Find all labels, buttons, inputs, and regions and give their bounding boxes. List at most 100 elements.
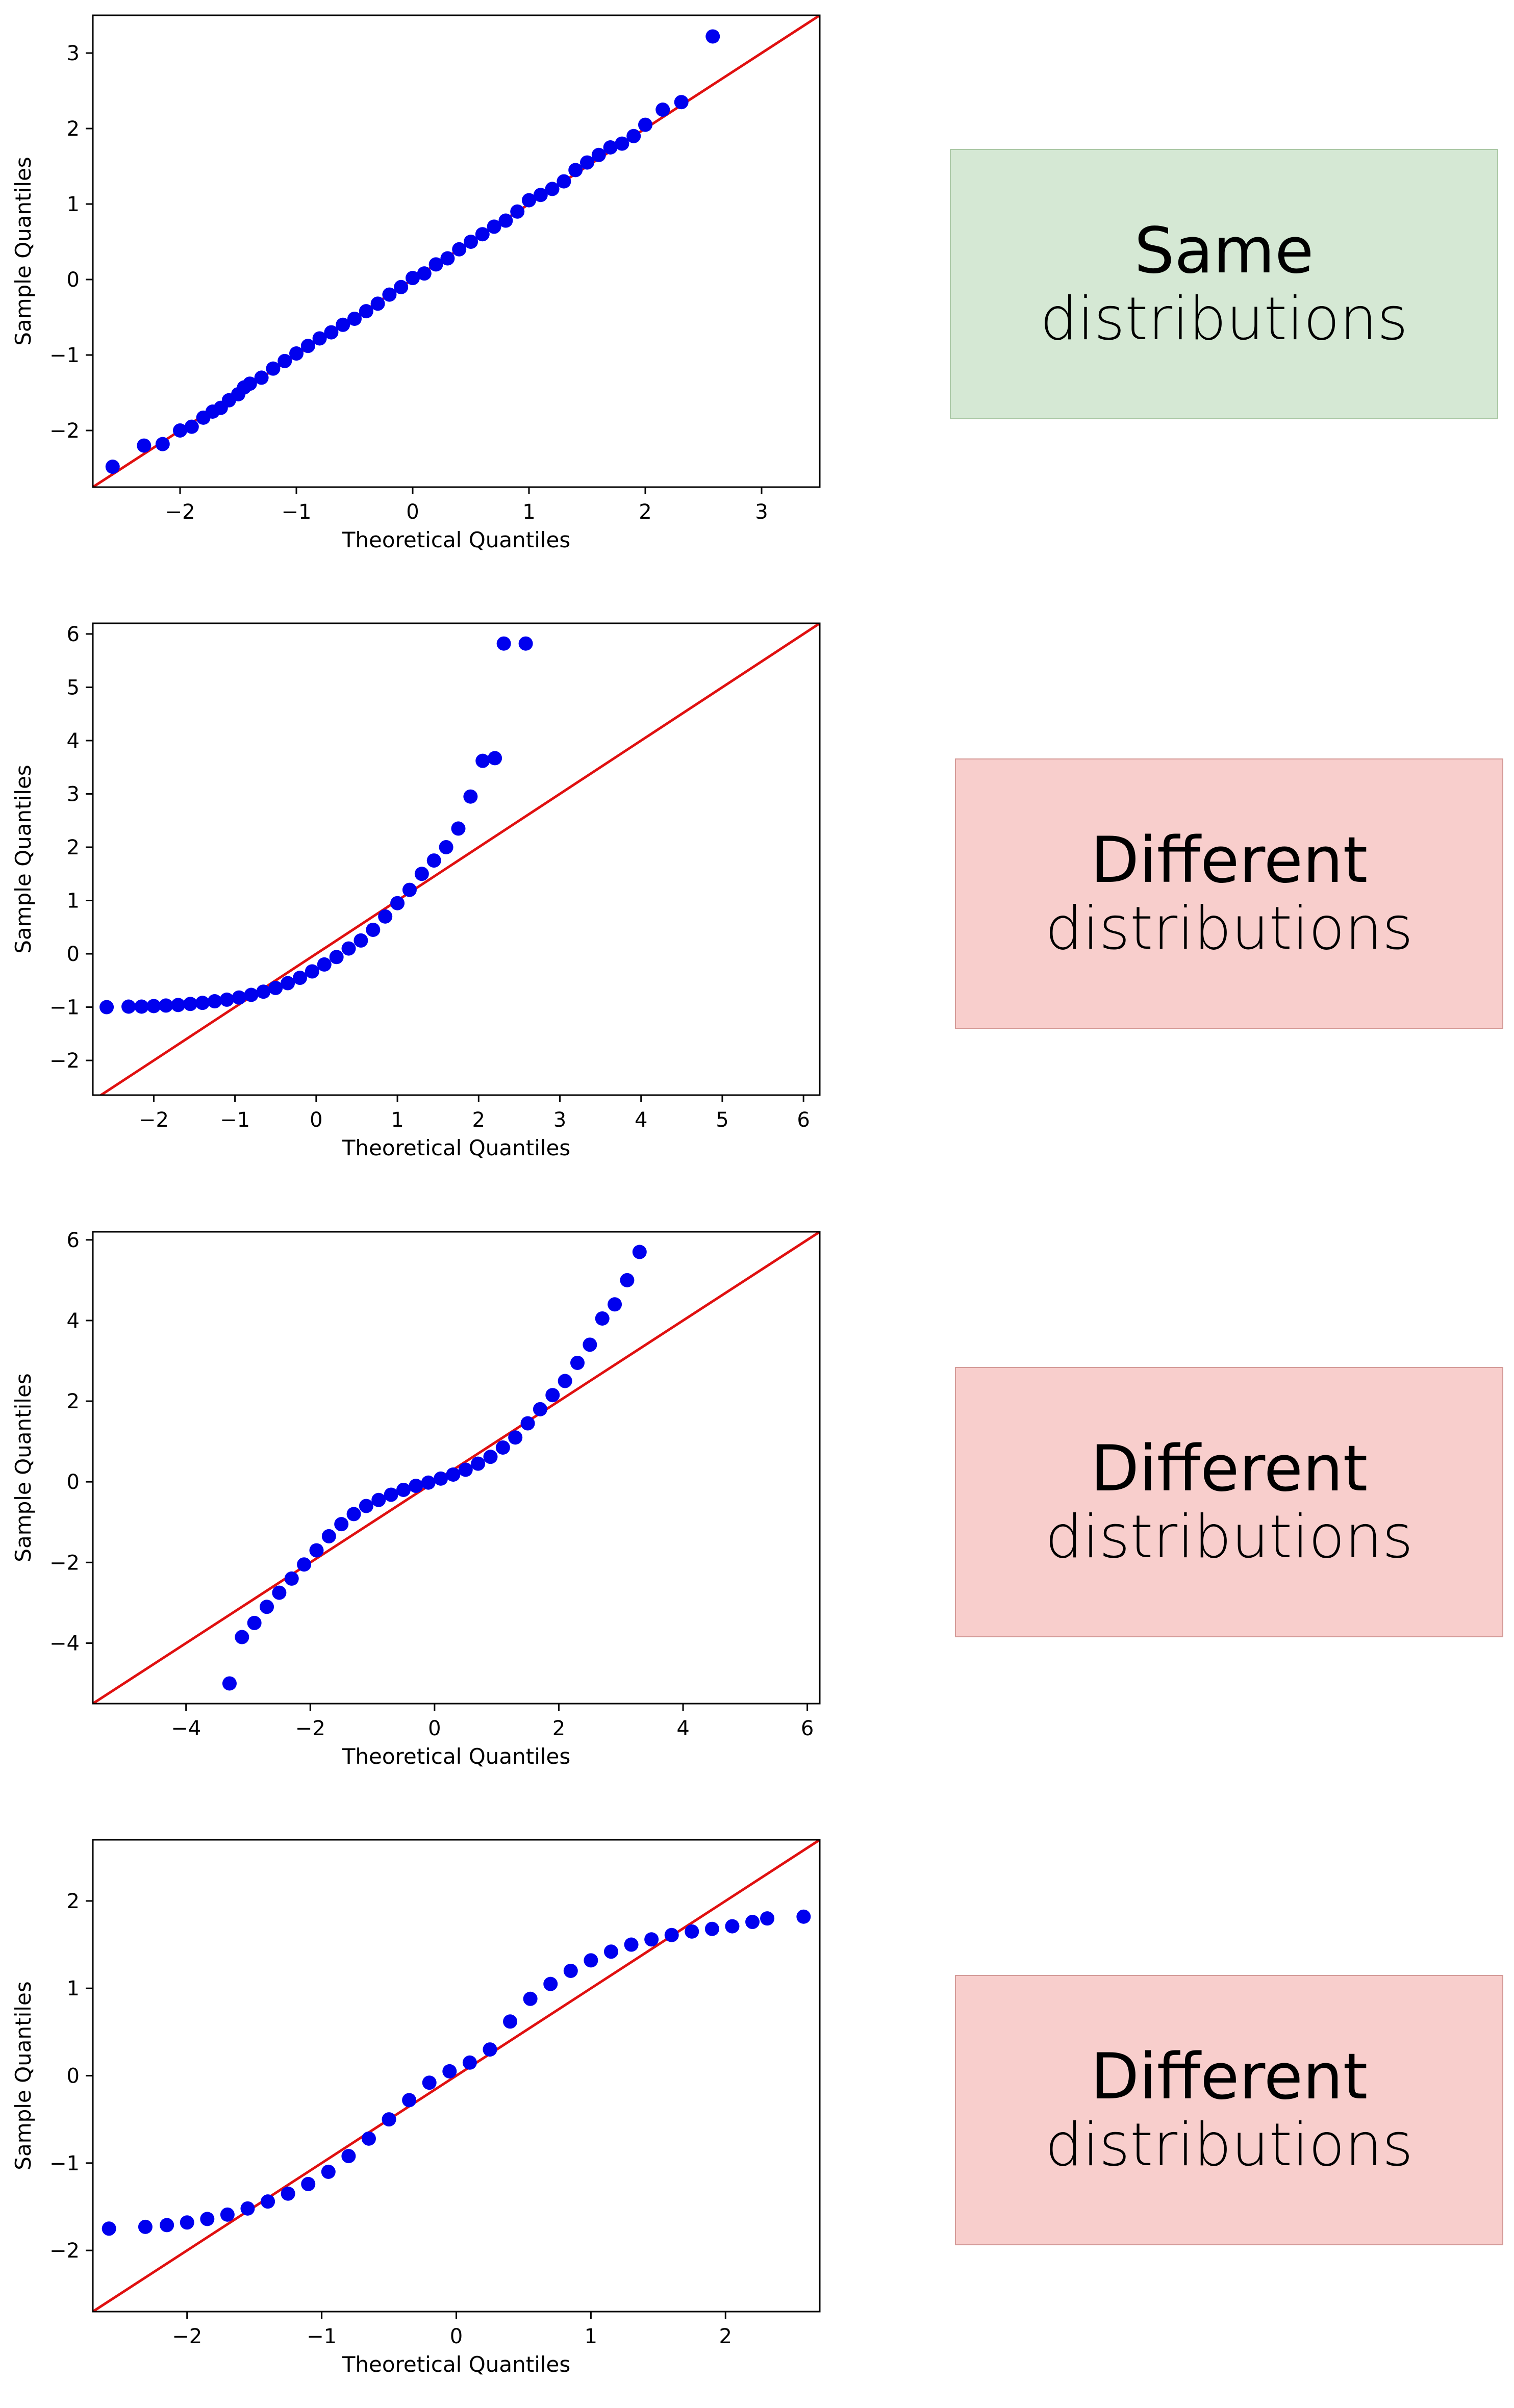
data-point: [520, 1416, 535, 1431]
data-point: [382, 2112, 396, 2127]
data-point: [545, 1388, 560, 1403]
x-axis-label: Theoretical Quantiles: [342, 527, 571, 552]
data-point: [568, 163, 583, 178]
data-point: [644, 1932, 659, 1947]
x-tick-label: −2: [139, 1108, 169, 1132]
data-point: [422, 2075, 437, 2090]
data-point: [421, 1475, 436, 1490]
data-point: [173, 423, 187, 438]
data-point: [434, 1471, 448, 1486]
data-point: [371, 1492, 386, 1507]
data-point: [240, 2201, 255, 2216]
x-tick-label: 6: [801, 1717, 814, 1740]
data-point: [508, 1430, 523, 1445]
x-tick-label: 6: [797, 1108, 810, 1132]
x-tick-label: 4: [676, 1717, 689, 1740]
axes-frame: [92, 622, 821, 1096]
y-tick-label: 2: [67, 117, 80, 141]
qq-plot-3: −4 −2 0 2 4 6 −4 −2 0 2 4 6 Theoretical Quantiles Sam…: [11, 1229, 821, 1769]
data-point: [442, 2064, 457, 2079]
data-point: [462, 2055, 477, 2070]
data-point: [266, 361, 281, 376]
data-point: [583, 1337, 597, 1352]
y-tick-label: −1: [49, 2152, 80, 2175]
data-point: [359, 1499, 373, 1513]
data-point: [309, 1543, 324, 1558]
x-tick-label: 2: [472, 1108, 485, 1132]
data-point: [324, 325, 339, 340]
x-tick-label: −1: [307, 2325, 337, 2348]
data-point: [674, 95, 689, 110]
data-point: [464, 235, 478, 249]
data-point: [329, 950, 344, 965]
verdict-box-3: Different distributions: [955, 1367, 1503, 1637]
data-point: [685, 1924, 699, 1939]
data-point: [471, 1456, 486, 1471]
x-tick-label: 2: [719, 2325, 732, 2348]
data-point: [155, 437, 170, 451]
reference-line: [93, 1840, 820, 2312]
verdict-title: Same: [1134, 214, 1314, 288]
data-point: [487, 219, 501, 234]
data-point: [281, 2186, 295, 2201]
data-point: [440, 251, 455, 266]
y-tick-label: 4: [67, 729, 80, 753]
data-point: [522, 193, 536, 208]
verdict-subtitle: distributions: [1045, 894, 1414, 964]
qq-plot-2: −2 −1 0 1 2 3 4 5 6 −2 −1 0 1 2 3 4 5 6 Theoretical Quanti…: [11, 622, 821, 1160]
data-point: [463, 789, 478, 804]
data-point: [235, 1630, 249, 1644]
data-point: [608, 1297, 622, 1312]
data-point: [184, 419, 199, 434]
y-tick-label: 2: [67, 836, 80, 859]
data-point: [664, 1928, 679, 1942]
y-tick-label: 0: [67, 1471, 80, 1494]
verdict-box-2: Different distributions: [955, 758, 1503, 1029]
data-point: [171, 998, 186, 1012]
data-point: [595, 1311, 610, 1326]
verdict-subtitle: distributions: [1045, 2111, 1414, 2180]
data-point: [159, 998, 173, 1013]
x-tick-label: −2: [165, 500, 195, 524]
data-point: [242, 376, 257, 391]
data-point: [451, 821, 466, 836]
y-tick-label: 1: [67, 890, 80, 913]
y-tick-label: −1: [49, 996, 80, 1020]
verdict-box-1: Same distributions: [950, 149, 1498, 419]
data-point: [138, 2219, 153, 2234]
y-axis-label: Sample Quantiles: [11, 765, 36, 953]
data-point: [632, 1245, 647, 1259]
data-point: [475, 753, 490, 768]
reference-line: [98, 623, 820, 1095]
data-point: [483, 1450, 498, 1464]
data-point: [458, 1462, 473, 1477]
data-point: [321, 1529, 336, 1543]
data-point: [523, 1991, 538, 2006]
data-point: [334, 1517, 349, 1532]
data-point: [222, 1676, 237, 1691]
y-tick-label: 1: [67, 193, 80, 216]
data-point: [305, 964, 319, 979]
x-tick-label: 1: [391, 1108, 403, 1132]
data-point: [518, 636, 533, 651]
data-point: [446, 1467, 461, 1482]
data-point: [220, 2207, 235, 2222]
data-point: [488, 751, 502, 766]
data-point: [626, 129, 641, 143]
data-point: [289, 346, 304, 361]
data-point: [336, 317, 350, 332]
data-point: [134, 999, 149, 1014]
data-point: [704, 1921, 719, 1936]
data-point: [620, 1273, 635, 1287]
x-tick-label: 3: [755, 500, 768, 524]
data-point: [584, 1953, 598, 1968]
data-point: [557, 174, 571, 189]
data-point: [312, 331, 327, 346]
data-point: [361, 2131, 376, 2146]
data-point: [745, 1915, 760, 1930]
x-tick-label: 1: [585, 2325, 597, 2348]
x-tick-label: 2: [552, 1717, 565, 1740]
data-point: [297, 1557, 312, 1572]
data-point: [563, 1963, 578, 1978]
data-point: [760, 1911, 775, 1926]
